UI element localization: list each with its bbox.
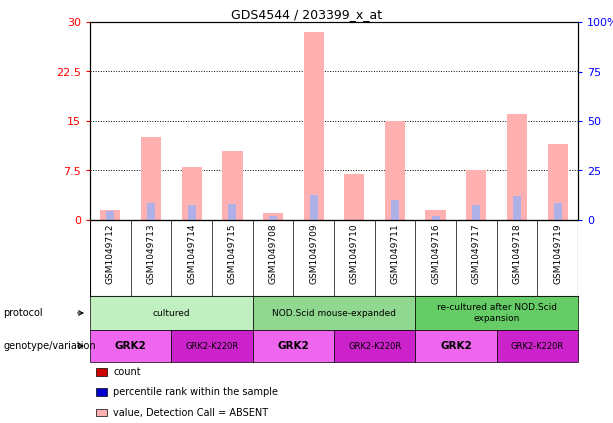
Text: GRK2: GRK2 (278, 341, 309, 351)
Bar (181, 167, 202, 220)
Bar (507, 114, 527, 220)
Bar (106, 211, 115, 220)
Text: value, Detection Call = ABSENT: value, Detection Call = ABSENT (113, 408, 268, 418)
Text: GSM1049712: GSM1049712 (106, 224, 115, 284)
Bar (253, 296, 416, 330)
Text: GSM1049710: GSM1049710 (350, 224, 359, 284)
Text: GRK2-K220R: GRK2-K220R (348, 341, 402, 351)
Bar (344, 174, 365, 220)
Text: GDS4544 / 203399_x_at: GDS4544 / 203399_x_at (231, 8, 382, 21)
Text: GSM1049719: GSM1049719 (553, 224, 562, 284)
Text: GSM1049713: GSM1049713 (147, 224, 156, 284)
Text: GRK2-K220R: GRK2-K220R (511, 341, 564, 351)
Text: GSM1049709: GSM1049709 (309, 224, 318, 284)
Bar (253, 330, 334, 362)
Bar (303, 32, 324, 220)
Text: GSM1049714: GSM1049714 (187, 224, 196, 284)
Text: percentile rank within the sample: percentile rank within the sample (113, 387, 278, 397)
Bar (513, 196, 521, 220)
Bar (554, 203, 562, 220)
Text: genotype/variation: genotype/variation (3, 341, 96, 351)
Bar (310, 195, 318, 220)
Text: NOD.Scid mouse-expanded: NOD.Scid mouse-expanded (272, 308, 396, 318)
Bar (147, 203, 155, 220)
Text: GSM1049715: GSM1049715 (228, 224, 237, 284)
Bar (425, 210, 446, 220)
Bar (391, 200, 399, 220)
Bar (90, 330, 171, 362)
Text: GSM1049716: GSM1049716 (431, 224, 440, 284)
Bar (334, 330, 416, 362)
Bar (385, 121, 405, 220)
Bar (90, 296, 253, 330)
Bar (100, 210, 121, 220)
Text: GRK2: GRK2 (115, 341, 147, 351)
Bar (472, 205, 481, 220)
Bar (416, 330, 497, 362)
Text: count: count (113, 367, 141, 377)
Text: re-cultured after NOD.Scid
expansion: re-cultured after NOD.Scid expansion (436, 303, 557, 323)
Bar (141, 137, 161, 220)
Bar (416, 296, 578, 330)
Bar (269, 216, 277, 220)
Bar (547, 144, 568, 220)
Text: GSM1049711: GSM1049711 (390, 224, 400, 284)
Bar (432, 216, 440, 220)
Text: GSM1049718: GSM1049718 (512, 224, 522, 284)
Bar (188, 205, 196, 220)
Bar (263, 213, 283, 220)
Text: GRK2-K220R: GRK2-K220R (185, 341, 238, 351)
Bar (497, 330, 578, 362)
Bar (222, 151, 243, 220)
Text: cultured: cultured (153, 308, 190, 318)
Text: GSM1049717: GSM1049717 (472, 224, 481, 284)
Text: GRK2: GRK2 (440, 341, 472, 351)
Bar (171, 330, 253, 362)
Text: protocol: protocol (3, 308, 43, 318)
Bar (228, 204, 237, 220)
Text: GSM1049708: GSM1049708 (268, 224, 278, 284)
Bar (466, 170, 487, 220)
